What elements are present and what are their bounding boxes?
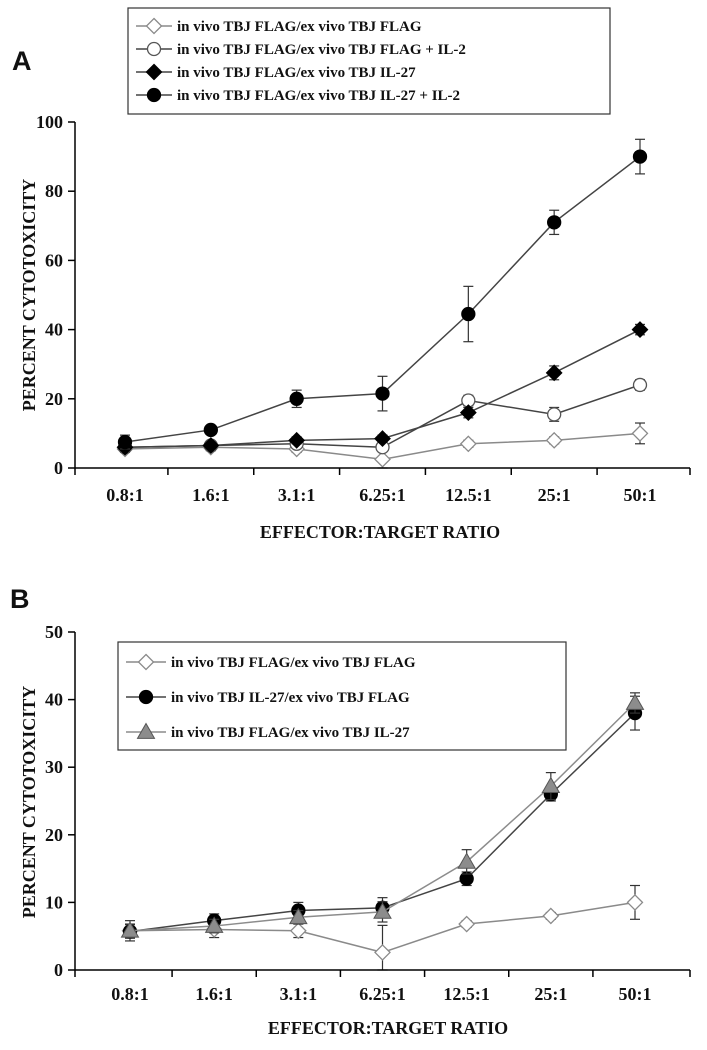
data-point <box>632 149 648 164</box>
data-point <box>117 434 133 450</box>
data-point <box>631 321 649 339</box>
x-tick-label: 6.25:1 <box>359 984 406 1004</box>
x-tick-label: 1.6:1 <box>195 984 233 1004</box>
data-point <box>632 377 648 393</box>
x-tick-label: 0.8:1 <box>106 485 144 505</box>
x-tick-label: 50:1 <box>624 485 657 505</box>
legend-entry: in vivo TBJ FLAG/ex vivo TBJ FLAG <box>136 17 422 35</box>
data-point <box>457 852 477 869</box>
data-point <box>547 407 562 422</box>
y-tick-label: 10 <box>45 892 63 912</box>
legend-label: in vivo TBJ FLAG/ex vivo TBJ IL-27 + IL-… <box>177 88 460 104</box>
legend-label: in vivo TBJ FLAG/ex vivo TBJ IL-27 <box>177 65 416 81</box>
legend-box <box>117 641 567 751</box>
y-tick-label: 0 <box>54 960 63 980</box>
data-point <box>545 431 563 449</box>
x-tick-label: 12.5:1 <box>445 485 492 505</box>
data-point <box>204 916 224 933</box>
data-point <box>461 306 476 322</box>
x-tick-label: 1.6:1 <box>192 485 230 505</box>
legend-marker <box>146 87 162 103</box>
legend-entry: in vivo TBJ FLAG/ex vivo TBJ IL-27 <box>126 722 410 741</box>
legend-box <box>127 7 611 115</box>
data-point <box>458 915 476 933</box>
panel-b-axes: 0 10 20 30 40 50 0.8:1 1.6:1 3.1:1 6.25:1 12.5:1 25… <box>45 622 691 1004</box>
panel-b-x-axis-title: EFFECTOR:TARGET RATIO <box>268 1018 508 1038</box>
y-tick-label: 30 <box>45 757 63 777</box>
y-tick-label: 0 <box>54 458 63 478</box>
panel-b-marks <box>120 692 645 971</box>
panel-b-y-axis-title: PERCENT CYTOTOXICITY <box>19 686 39 919</box>
legend-marker <box>145 63 163 81</box>
legend-entry: in vivo TBJ FLAG/ex vivo TBJ IL-27 + IL-… <box>136 87 460 104</box>
data-point <box>625 693 645 710</box>
data-point <box>289 391 304 406</box>
data-point <box>542 907 560 925</box>
legend-entry: in vivo TBJ IL-27/ex vivo TBJ FLAG <box>126 689 410 706</box>
x-tick-label: 6.25:1 <box>359 485 406 505</box>
y-tick-label: 20 <box>45 389 63 409</box>
legend-entry: in vivo TBJ FLAG/ex vivo TBJ FLAG <box>126 653 416 671</box>
data-point <box>202 437 220 454</box>
data-point <box>203 422 218 438</box>
panel-b-letter: B <box>10 584 30 614</box>
data-point <box>547 215 562 230</box>
data-point <box>375 386 390 401</box>
panel-a-legend: in vivo TBJ FLAG/ex vivo TBJ FLAG in vivo… <box>127 7 611 115</box>
x-tick-label: 50:1 <box>619 984 652 1004</box>
data-point <box>459 404 477 422</box>
data-point <box>541 776 561 794</box>
legend-label: in vivo TBJ IL-27/ex vivo TBJ FLAG <box>171 690 410 706</box>
data-point <box>631 424 649 442</box>
y-tick-label: 20 <box>45 825 63 845</box>
legend-label: in vivo TBJ FLAG/ex vivo TBJ FLAG <box>177 19 422 35</box>
legend-marker <box>138 689 154 705</box>
panel-a-y-axis-title: PERCENT CYTOTOXICITY <box>19 179 39 412</box>
legend-marker <box>146 41 162 57</box>
panel-a-x-axis-title: EFFECTOR:TARGET RATIO <box>260 522 500 542</box>
panel-a-axes: 0 20 40 60 80 100 0.8:1 1.6:1 3.1:1 6.25:1 12.5:1 2… <box>36 112 691 505</box>
legend-marker <box>145 17 163 35</box>
panel-b-chart: B 0 10 20 30 40 50 0.8:1 1.6:1 3.1:1 6.25:1 12.5:1… <box>10 584 691 1038</box>
series-3 <box>120 692 645 939</box>
y-tick-label: 60 <box>45 250 63 270</box>
data-point <box>374 430 391 448</box>
x-tick-label: 25:1 <box>534 984 567 1004</box>
y-tick-label: 50 <box>45 622 63 642</box>
y-tick-label: 80 <box>45 181 63 201</box>
legend-label: in vivo TBJ FLAG/ex vivo TBJ FLAG + IL-2 <box>177 42 466 58</box>
y-tick-label: 100 <box>36 112 63 132</box>
legend-label: in vivo TBJ FLAG/ex vivo TBJ FLAG <box>171 655 416 671</box>
data-point <box>289 922 307 940</box>
legend-entry: in vivo TBJ FLAG/ex vivo TBJ FLAG + IL-2 <box>136 41 466 58</box>
data-point <box>288 907 308 925</box>
data-point <box>374 944 391 961</box>
y-tick-label: 40 <box>45 690 63 710</box>
panel-a-marks <box>116 138 649 469</box>
x-tick-label: 3.1:1 <box>280 984 318 1004</box>
x-tick-label: 3.1:1 <box>278 485 316 505</box>
legend-entry: in vivo TBJ FLAG/ex vivo TBJ IL-27 <box>136 63 416 81</box>
data-point <box>545 364 563 382</box>
data-point <box>626 893 644 911</box>
data-point <box>459 435 477 453</box>
x-tick-label: 12.5:1 <box>443 984 490 1004</box>
data-point <box>374 450 391 468</box>
legend-label: in vivo TBJ FLAG/ex vivo TBJ IL-27 <box>171 725 410 741</box>
data-point <box>120 921 140 938</box>
data-point <box>288 431 306 449</box>
panel-b-legend: in vivo TBJ FLAG/ex vivo TBJ FLAG in vivo… <box>117 641 567 751</box>
legend-marker <box>137 653 155 671</box>
x-tick-label: 0.8:1 <box>111 984 149 1004</box>
data-point <box>373 902 392 919</box>
x-tick-label: 25:1 <box>538 485 571 505</box>
legend-marker <box>136 722 156 739</box>
panel-a-letter: A <box>12 46 32 76</box>
y-tick-label: 40 <box>45 320 63 340</box>
series-4 <box>117 138 648 450</box>
